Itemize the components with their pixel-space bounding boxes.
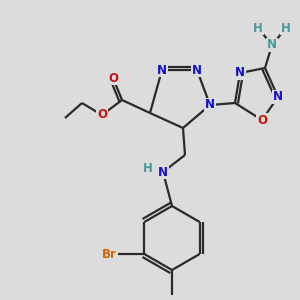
Text: Br: Br xyxy=(102,248,117,260)
Text: O: O xyxy=(257,113,267,127)
Text: N: N xyxy=(157,64,167,76)
Text: N: N xyxy=(273,91,283,103)
Text: N: N xyxy=(267,38,277,52)
Text: O: O xyxy=(108,71,118,85)
Text: H: H xyxy=(253,22,263,34)
Text: N: N xyxy=(158,166,168,178)
Text: N: N xyxy=(205,98,215,112)
Text: N: N xyxy=(192,64,202,76)
Text: N: N xyxy=(235,67,245,80)
Text: H: H xyxy=(143,161,153,175)
Text: O: O xyxy=(97,109,107,122)
Text: H: H xyxy=(281,22,291,34)
